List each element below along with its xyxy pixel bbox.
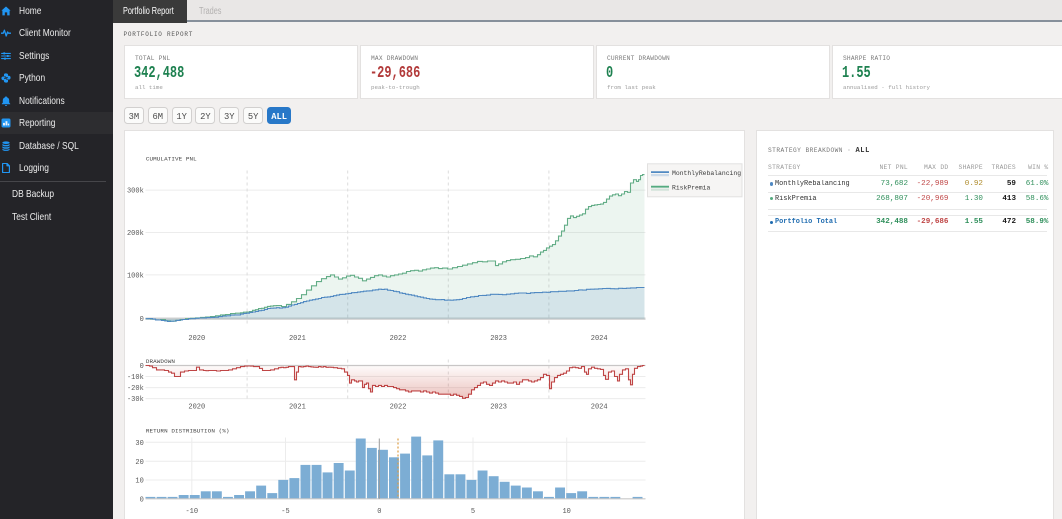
svg-text:2022: 2022 [389,403,406,411]
svg-text:-20k: -20k [126,385,143,393]
svg-text:2023: 2023 [490,335,507,343]
svg-text:300k: 300k [126,187,143,195]
svg-text:MonthlyRebalancing: MonthlyRebalancing [672,169,741,176]
svg-text:0: 0 [377,508,381,516]
svg-text:100k: 100k [126,272,143,280]
svg-text:5: 5 [470,508,474,516]
svg-text:-10k: -10k [126,373,143,381]
svg-text:2024: 2024 [590,403,607,411]
svg-text:2023: 2023 [490,403,507,411]
svg-text:-5: -5 [281,508,289,516]
svg-text:-30k: -30k [126,396,143,404]
svg-text:10: 10 [135,477,143,485]
svg-text:DRAWDOWN: DRAWDOWN [145,358,174,365]
svg-text:0: 0 [139,362,143,370]
svg-text:RETURN DISTRIBUTION (%): RETURN DISTRIBUTION (%) [145,427,229,434]
svg-text:2022: 2022 [389,335,406,343]
svg-text:20: 20 [135,458,143,466]
svg-text:2020: 2020 [188,403,205,411]
svg-text:0: 0 [139,496,143,504]
svg-text:2021: 2021 [288,335,305,343]
svg-text:2021: 2021 [288,403,305,411]
svg-text:CUMULATIVE PNL: CUMULATIVE PNL [145,155,196,162]
svg-text:200k: 200k [126,230,143,238]
svg-text:2020: 2020 [188,335,205,343]
svg-text:RiskPremia: RiskPremia [672,184,711,191]
svg-text:30: 30 [135,439,143,447]
svg-text:-10: -10 [185,508,198,516]
svg-text:2024: 2024 [590,335,607,343]
svg-text:10: 10 [562,508,570,516]
svg-text:0: 0 [139,316,143,324]
